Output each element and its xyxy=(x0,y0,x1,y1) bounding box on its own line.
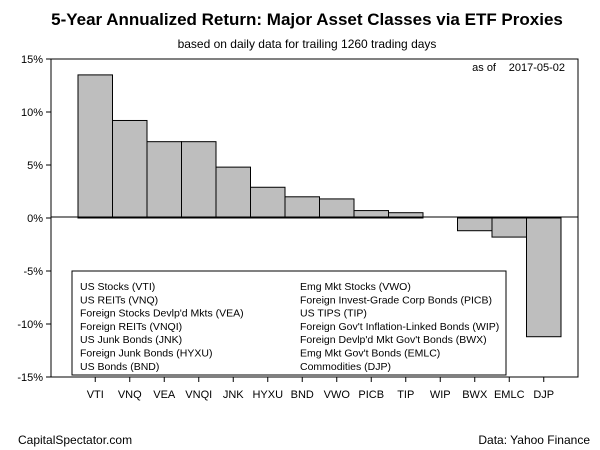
x-tick-label: VWO xyxy=(324,389,351,401)
legend-entry: Foreign Devlp'd Mkt Gov't Bonds (BWX) xyxy=(300,334,487,346)
legend-entry: Commodities (DJP) xyxy=(300,361,391,373)
x-tick-label: JNK xyxy=(223,389,244,401)
legend-entry: US Junk Bonds (JNK) xyxy=(80,334,182,346)
bar-vnqi xyxy=(181,141,217,219)
legend-entry: US TIPS (TIP) xyxy=(300,308,367,320)
bar-emlc xyxy=(491,217,527,238)
legend-entry: US Bonds (BND) xyxy=(80,361,159,373)
legend: US Stocks (VTI)US REITs (VNQ) Foreign Sto… xyxy=(80,281,499,373)
y-tick-label: -15% xyxy=(17,372,43,384)
y-tick-label: 5% xyxy=(27,160,43,172)
legend-entry: Foreign REITs (VNQI) xyxy=(80,321,182,333)
bars-group xyxy=(77,74,562,338)
x-tick-label: WIP xyxy=(430,389,451,401)
legend-entry: Foreign Gov't Inflation-Linked Bonds (WI… xyxy=(300,321,499,333)
x-tick-label: BND xyxy=(291,389,314,401)
y-tick-label: 10% xyxy=(21,107,43,119)
bar-vea xyxy=(146,141,182,219)
legend-entry: Foreign Invest-Grade Corp Bonds (PICB) xyxy=(300,294,492,306)
legend-entry: Foreign Stocks Devlp'd Mkts (VEA) xyxy=(80,308,244,320)
x-axis: VTI VNQ VEA VNQI JNK HYXU BND VWO PICB TIP WIP BWX E… xyxy=(87,377,554,401)
x-tick-label: VNQI xyxy=(185,389,212,401)
x-tick-label: HYXU xyxy=(252,389,283,401)
legend-box xyxy=(71,270,507,376)
legend-entry: Emg Mkt Gov't Bonds (EMLC) xyxy=(300,348,440,360)
y-tick-label: -10% xyxy=(17,319,43,331)
x-tick-label: VTI xyxy=(87,389,104,401)
x-tick-label: EMLC xyxy=(494,389,525,401)
x-tick-label: VNQ xyxy=(118,389,142,401)
as-of-date: 2017-05-02 xyxy=(509,62,565,74)
y-tick-label: 15% xyxy=(21,54,43,66)
bar-vnq xyxy=(112,119,148,219)
x-tick-label: TIP xyxy=(397,389,414,401)
legend-entry: Emg Mkt Stocks (VWO) xyxy=(300,281,411,293)
x-tick-label: BWX xyxy=(462,389,488,401)
legend-entry: US REITs (VNQ) xyxy=(80,294,158,306)
y-tick-label: 0% xyxy=(27,213,43,225)
footer-data-source: Data: Yahoo Finance xyxy=(478,433,590,447)
legend-entry: US Stocks (VTI) xyxy=(80,281,155,293)
bar-bwx xyxy=(457,217,493,232)
bar-vti xyxy=(77,74,113,219)
bar-tip xyxy=(388,212,424,219)
bar-bnd xyxy=(284,196,320,219)
x-tick-label: PICB xyxy=(358,389,384,401)
y-axis: -15% -10% -5% 0% 5% 10% 15% xyxy=(17,54,51,384)
bar-jnk xyxy=(215,166,251,219)
as-of-label: as of xyxy=(472,62,497,74)
plot-frame xyxy=(50,58,579,378)
x-tick-label: DJP xyxy=(533,389,554,401)
legend-entry: Foreign Junk Bonds (HYXU) xyxy=(80,348,212,360)
chart-title: 5-Year Annualized Return: Major Asset Cl… xyxy=(51,10,563,29)
footer-source-site: CapitalSpectator.com xyxy=(18,433,132,447)
bar-vwo xyxy=(319,198,355,219)
bar-hyxu xyxy=(250,186,286,219)
bar-djp xyxy=(526,217,562,338)
x-tick-label: VEA xyxy=(153,389,176,401)
chart-subtitle: based on daily data for trailing 1260 tr… xyxy=(178,37,437,51)
y-tick-label: -5% xyxy=(23,266,43,278)
